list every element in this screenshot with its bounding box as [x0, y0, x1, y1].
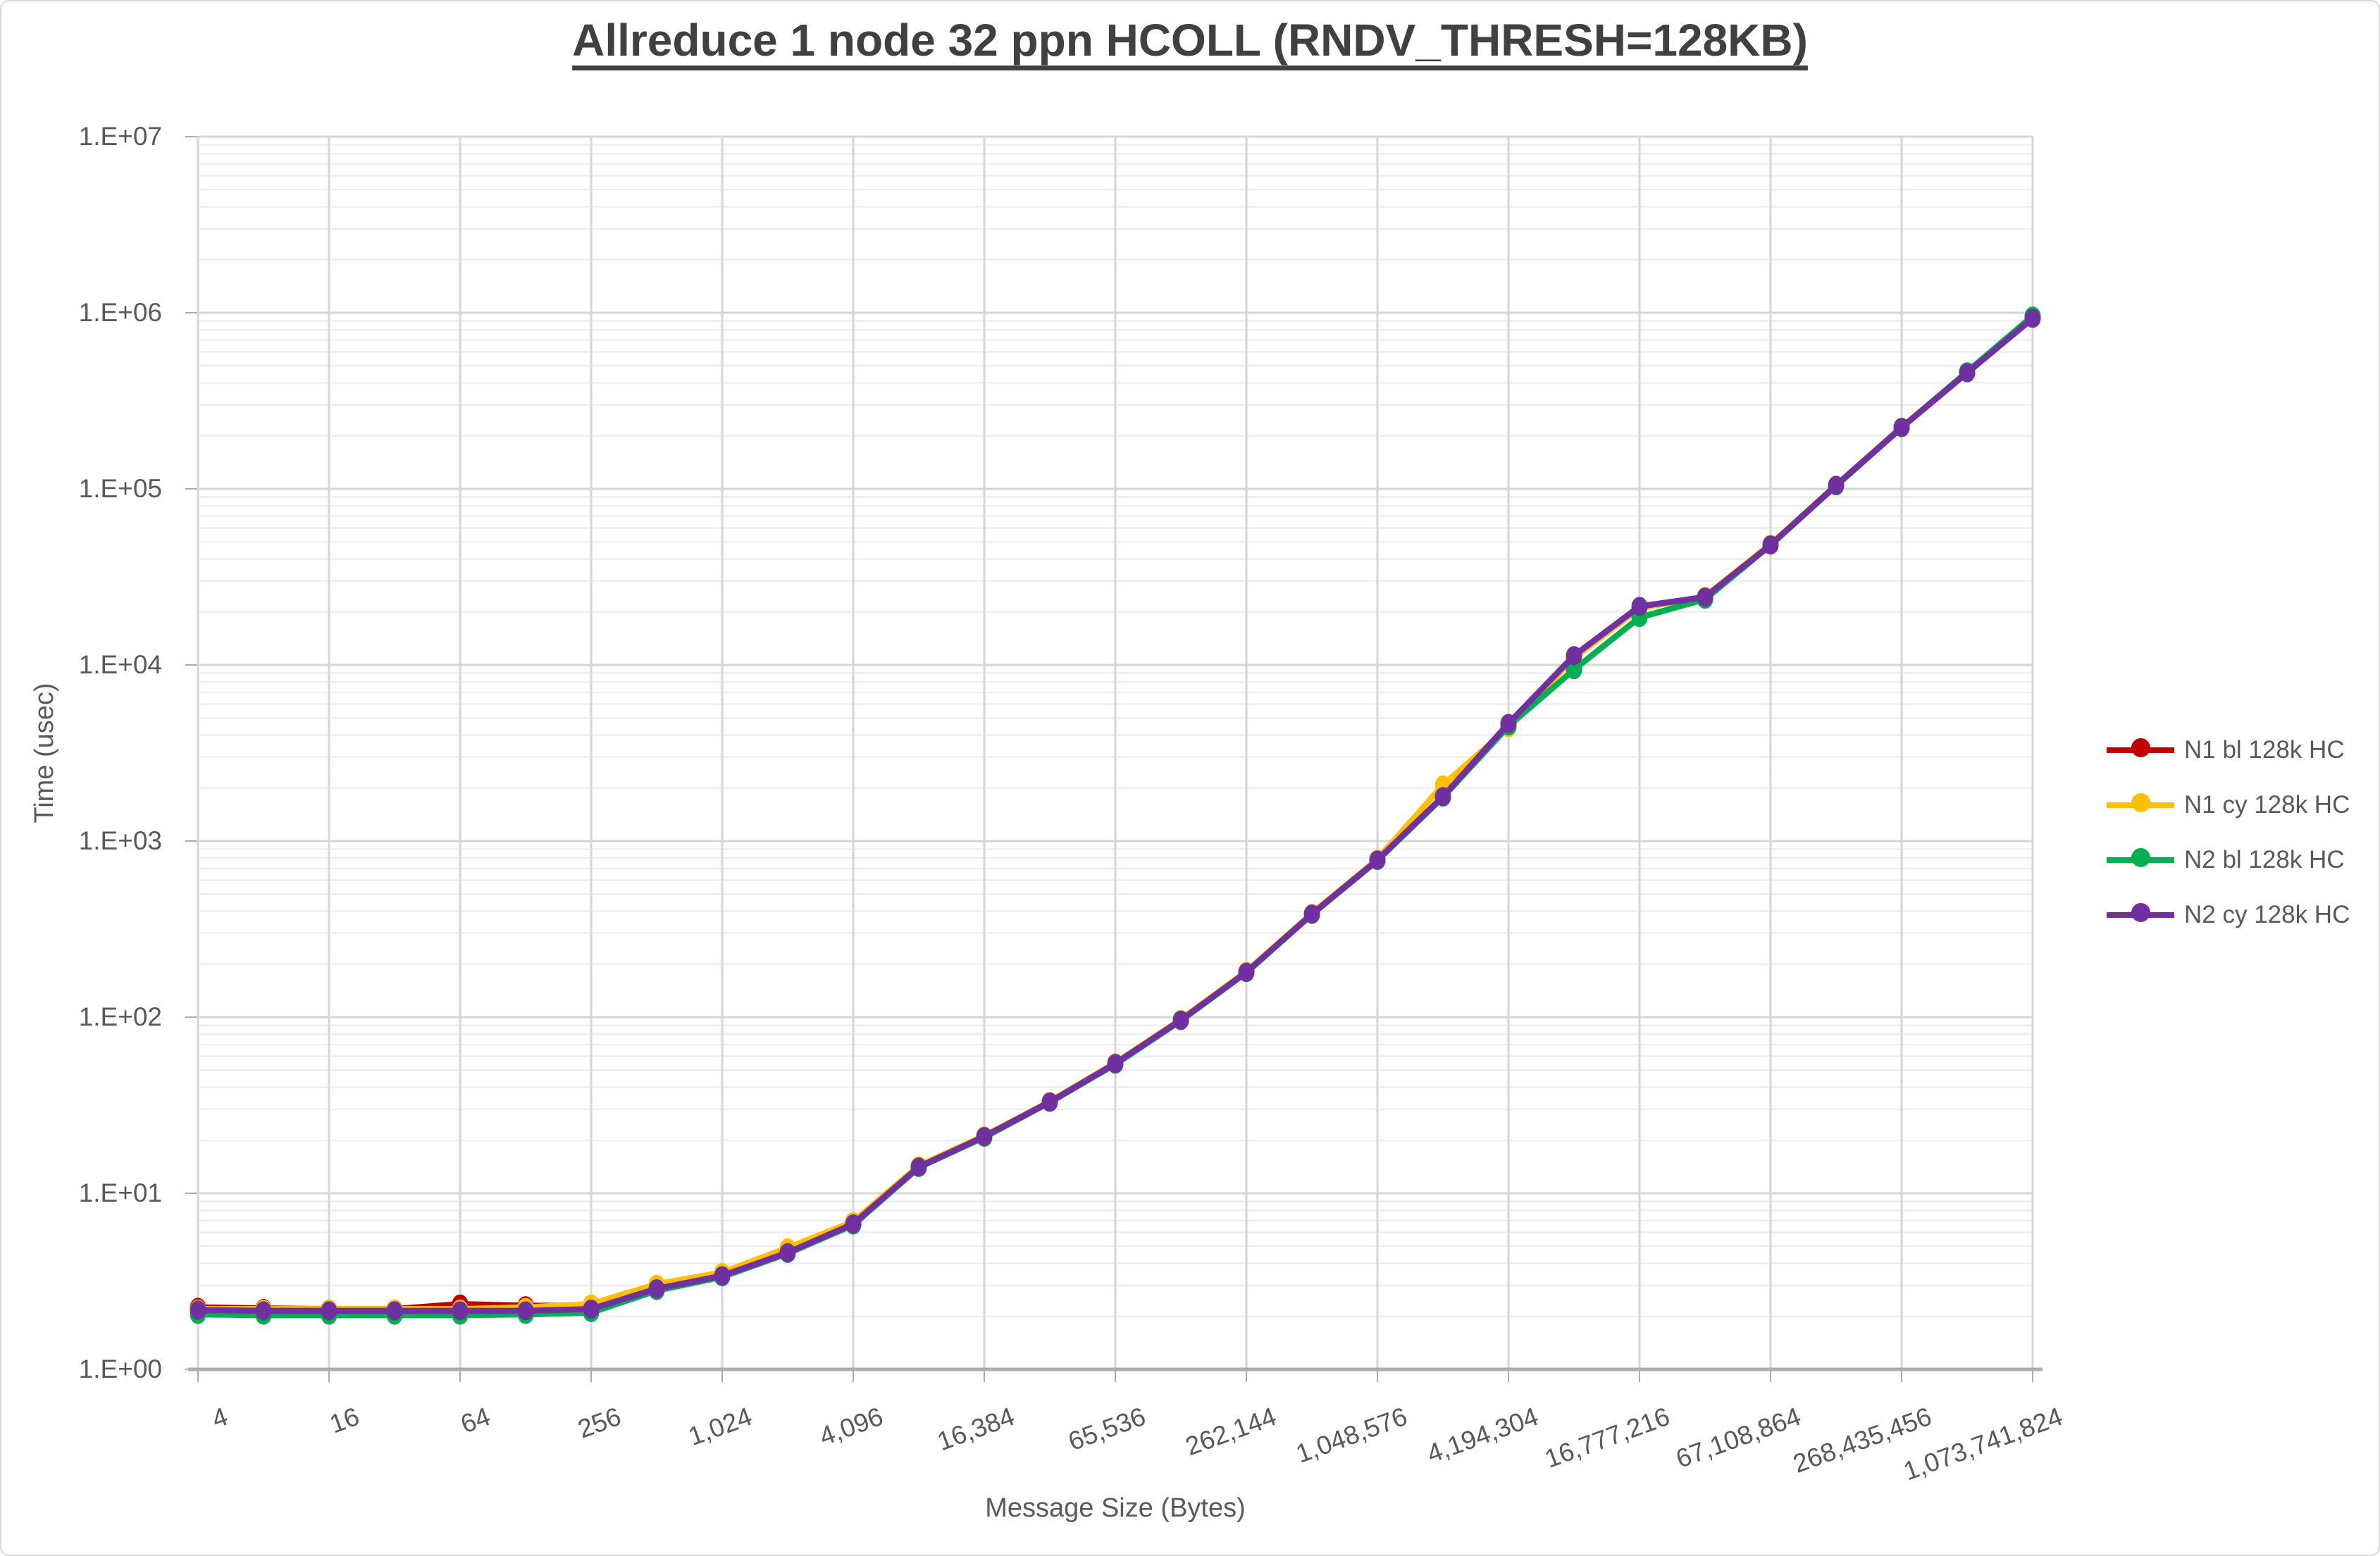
data-point[interactable] — [1369, 850, 1386, 870]
data-point[interactable] — [255, 1301, 272, 1321]
data-point[interactable] — [1828, 475, 1845, 495]
chart-title: Allreduce 1 node 32 ppn HCOLL (RNDV_THRE… — [572, 15, 1808, 66]
data-point[interactable] — [1566, 646, 1582, 666]
x-axis-title: Message Size (Bytes) — [985, 1493, 1246, 1523]
data-point[interactable] — [1566, 660, 1582, 680]
y-tick-label: 1.E+05 — [78, 474, 162, 503]
data-point[interactable] — [648, 1279, 665, 1299]
data-point[interactable] — [1107, 1054, 1124, 1073]
legend-label: N2 bl 128k HC — [2184, 846, 2345, 873]
y-tick-label: 1.E+01 — [78, 1178, 162, 1207]
legend-item-n1-cy-128k-hc[interactable]: N1 cy 128k HC — [2107, 791, 2379, 819]
y-tick-label: 1.E+06 — [78, 298, 162, 327]
legend-item-n1-bl-128k-hc[interactable]: N1 bl 128k HC — [2107, 736, 2379, 764]
y-tick-label: 1.E+03 — [78, 826, 162, 855]
y-tick-label: 1.E+07 — [78, 122, 162, 151]
data-point[interactable] — [1959, 363, 1976, 382]
legend-label: N1 cy 128k HC — [2184, 791, 2350, 819]
data-point[interactable] — [1762, 535, 1779, 555]
data-point[interactable] — [1500, 714, 1517, 733]
y-tick-label: 1.E+02 — [78, 1002, 162, 1031]
data-point[interactable] — [1434, 787, 1451, 807]
legend-marker-dot — [2131, 793, 2150, 812]
legend-item-n2-cy-128k-hc[interactable]: N2 cy 128k HC — [2107, 901, 2379, 929]
legend-label: N1 bl 128k HC — [2184, 736, 2345, 764]
legend-item-n2-bl-128k-hc[interactable]: N2 bl 128k HC — [2107, 846, 2379, 874]
data-point[interactable] — [779, 1243, 796, 1262]
data-point[interactable] — [1238, 962, 1255, 982]
data-point[interactable] — [976, 1126, 993, 1146]
data-point[interactable] — [583, 1299, 600, 1319]
data-point[interactable] — [1631, 597, 1648, 616]
data-point[interactable] — [845, 1214, 862, 1233]
legend-marker-dot — [2131, 848, 2150, 867]
data-point[interactable] — [190, 1300, 206, 1320]
data-point[interactable] — [517, 1301, 534, 1321]
data-point[interactable] — [1893, 418, 1910, 437]
data-point[interactable] — [321, 1301, 337, 1321]
data-point[interactable] — [1172, 1010, 1189, 1030]
data-point[interactable] — [452, 1301, 469, 1321]
legend-marker-dot — [2131, 903, 2150, 922]
data-point[interactable] — [2024, 309, 2041, 328]
y-axis-title: Time (usec) — [30, 683, 59, 823]
data-point[interactable] — [714, 1266, 731, 1286]
legend-label: N2 cy 128k HC — [2184, 901, 2350, 928]
legend-marker-dot — [2131, 738, 2150, 757]
data-point[interactable] — [1303, 904, 1320, 924]
data-point[interactable] — [1041, 1092, 1058, 1112]
data-point[interactable] — [910, 1157, 927, 1177]
y-tick-label: 1.E+04 — [78, 650, 162, 679]
data-point[interactable] — [1697, 587, 1713, 607]
data-point[interactable] — [386, 1301, 403, 1321]
y-tick-label: 1.E+00 — [78, 1355, 162, 1383]
